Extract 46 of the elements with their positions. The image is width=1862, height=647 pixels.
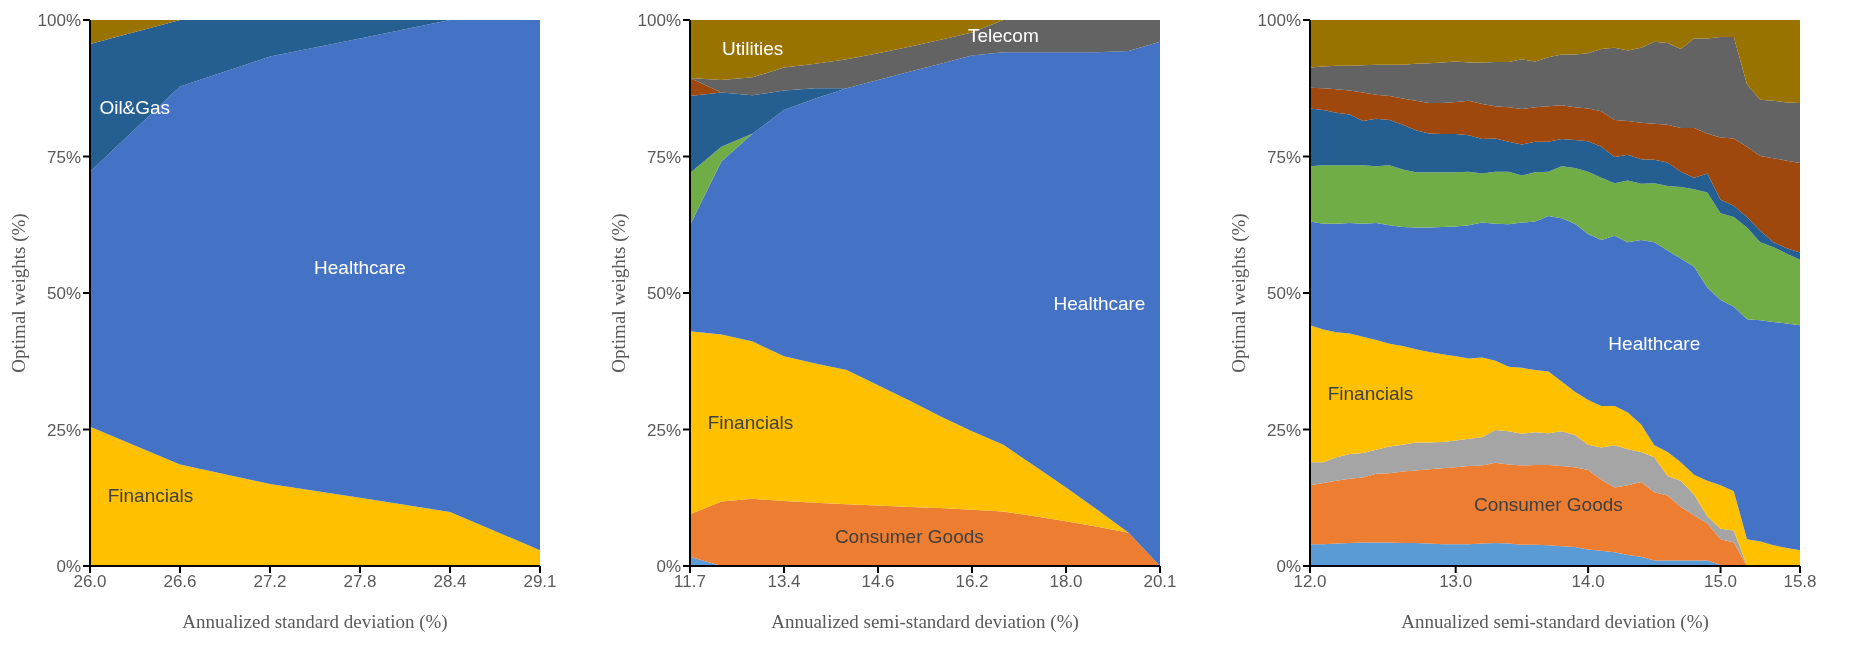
series-label: Consumer Goods [1473, 494, 1623, 517]
series-label: Consumer Goods [834, 525, 984, 548]
series-label: Healthcare [1053, 292, 1146, 315]
y-tick-label: 25% [1266, 420, 1301, 440]
x-tick-label: 12.0 [1293, 572, 1327, 592]
series-label: Utilities [722, 37, 784, 60]
x-axis-title: Annualized semi-standard deviation (%) [1401, 611, 1709, 633]
y-tick-label: 75% [1266, 147, 1301, 167]
x-tick-label: 29.1 [523, 572, 557, 592]
y-axis-title: Optimal weights (%) [1227, 213, 1250, 373]
y-axis-title: Optimal weights (%) [7, 213, 30, 373]
y-tick-label: 50% [46, 284, 81, 304]
y-tick-label: 100% [37, 11, 81, 31]
series-label: Healthcare [1608, 332, 1701, 355]
x-tick-label: 26.6 [163, 572, 197, 592]
x-tick-label: 11.7 [674, 572, 706, 592]
x-tick-label: 18.0 [1049, 572, 1083, 592]
x-tick-label: 20.1 [1143, 572, 1177, 592]
x-tick-label: 26.0 [73, 572, 107, 592]
series-label: Financials [1327, 382, 1414, 405]
series-label: Financials [107, 485, 194, 508]
series-label: Financials [707, 411, 794, 434]
y-tick-label: 100% [1257, 11, 1301, 31]
x-tick-label: 15.8 [1783, 572, 1817, 592]
series-label: Healthcare [314, 257, 406, 280]
y-tick-label: 75% [646, 147, 681, 167]
series-label: Oil&Gas [99, 96, 171, 119]
x-tick-label: 16.2 [955, 572, 989, 592]
x-tick-label: 28.4 [433, 572, 467, 592]
x-tick-label: 15.0 [1703, 572, 1738, 592]
y-tick-label: 25% [46, 420, 81, 440]
x-tick-label: 14.0 [1571, 572, 1605, 592]
x-tick-label: 27.8 [343, 572, 377, 592]
x-tick-label: 27.2 [253, 572, 287, 592]
y-tick-label: 50% [646, 284, 681, 304]
x-tick-label: 13.4 [767, 572, 801, 592]
x-tick-label: 14.6 [861, 572, 895, 592]
y-tick-label: 100% [637, 11, 681, 31]
x-tick-label: 13.0 [1439, 572, 1473, 592]
series-label: Telecom [967, 25, 1039, 48]
y-tick-label: 75% [46, 147, 81, 167]
y-tick-label: 25% [646, 420, 681, 440]
y-tick-label: 50% [1266, 284, 1301, 304]
y-axis-title: Optimal weights (%) [607, 213, 630, 373]
x-axis-title: Annualized semi-standard deviation (%) [771, 611, 1079, 633]
x-axis-title: Annualized standard deviation (%) [182, 611, 448, 633]
